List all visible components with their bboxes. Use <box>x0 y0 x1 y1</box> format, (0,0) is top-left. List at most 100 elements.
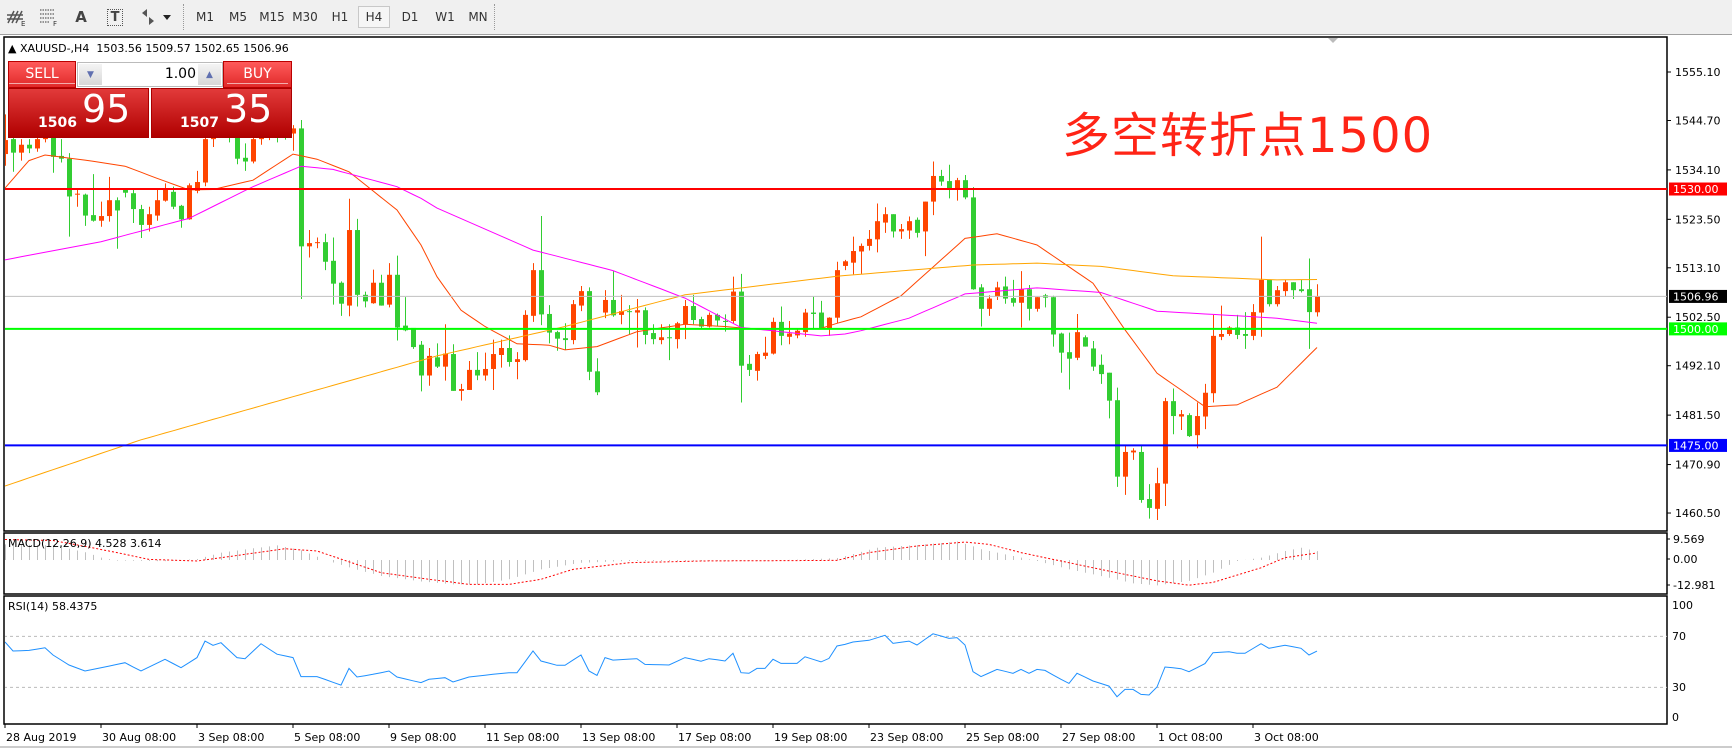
candle <box>563 323 568 350</box>
candle-body <box>987 298 992 309</box>
candle-body <box>955 180 960 190</box>
candle-body <box>187 185 192 220</box>
candle-body <box>659 337 664 341</box>
timeframe-m1[interactable]: M1 <box>196 10 214 24</box>
timeframe-m5[interactable]: M5 <box>229 10 247 24</box>
candle <box>595 358 600 396</box>
candle-body <box>499 347 504 355</box>
candle <box>731 276 736 324</box>
candle <box>835 261 840 323</box>
chart-grid-e-icon[interactable]: E <box>4 6 30 28</box>
candle <box>243 143 248 171</box>
candle-body <box>835 270 840 318</box>
level-price-label: 1506.96 <box>1673 290 1719 303</box>
candle <box>371 269 376 304</box>
macd-axis-label: 9.569 <box>1673 533 1705 546</box>
lot-decrease-button[interactable]: ▼ <box>79 64 102 85</box>
candle-body <box>1195 416 1200 436</box>
grid-f-icon[interactable]: F <box>36 6 62 28</box>
sell-price-prefix: 1506 <box>38 115 77 131</box>
candle <box>619 294 624 325</box>
timeframe-m30[interactable]: M30 <box>292 10 318 24</box>
lot-increase-button[interactable]: ▲ <box>198 64 221 85</box>
candle-body <box>131 193 136 210</box>
candle-body <box>251 139 256 162</box>
buy-price-button[interactable]: 1507 35 <box>151 87 292 138</box>
candle-body <box>1147 499 1152 508</box>
candle-body <box>155 200 160 216</box>
candle-body <box>1275 290 1280 305</box>
candle-body <box>1155 483 1160 509</box>
timeframe-h4[interactable]: H4 <box>358 6 390 28</box>
candle <box>1219 305 1224 341</box>
candle <box>131 188 136 224</box>
candle-body <box>619 311 624 315</box>
lot-size-field[interactable]: ▼ 1.00 ▲ <box>77 62 223 87</box>
candle-body <box>523 314 528 361</box>
candle <box>1075 313 1080 361</box>
candle-body <box>851 251 856 263</box>
level-price-tag <box>1669 182 1727 196</box>
candle-body <box>475 369 480 376</box>
level-price-label: 1475.00 <box>1673 439 1719 452</box>
candle-body <box>603 299 608 313</box>
candle <box>1283 279 1288 297</box>
sell-button[interactable]: SELL <box>8 61 76 88</box>
buy-button[interactable]: BUY <box>223 61 292 88</box>
candle-body <box>19 144 24 153</box>
timeframe-m15[interactable]: M15 <box>259 10 285 24</box>
candle <box>411 327 416 349</box>
arrows-icon[interactable] <box>138 6 174 28</box>
candle <box>5 114 8 166</box>
candle <box>907 216 912 239</box>
text-label-t-icon[interactable]: T <box>104 6 126 28</box>
candle-body <box>107 200 112 217</box>
candle-body <box>635 310 640 313</box>
candle <box>67 153 72 237</box>
candle-body <box>291 128 296 134</box>
collapse-triangle-icon[interactable]: ▲ <box>8 42 20 55</box>
timeframe-w1[interactable]: W1 <box>435 10 455 24</box>
timeframe-d1[interactable]: D1 <box>401 10 419 24</box>
candle-body <box>67 158 72 197</box>
candle <box>979 284 984 327</box>
candle-body <box>611 299 616 316</box>
timeframe-mn[interactable]: MN <box>468 10 488 24</box>
candle-body <box>915 219 920 233</box>
sell-price-button[interactable]: 1506 95 <box>8 87 149 138</box>
candle <box>1035 297 1040 312</box>
candle-body <box>75 193 80 195</box>
candle <box>155 189 160 221</box>
candle <box>1099 354 1104 384</box>
candle <box>379 274 384 306</box>
lot-size-input[interactable]: 1.00 <box>164 66 196 82</box>
time-axis-label: 1 Oct 08:00 <box>1158 731 1223 744</box>
candle-body <box>651 333 656 340</box>
candle <box>1299 279 1304 293</box>
candle-body <box>83 194 88 216</box>
candle <box>603 290 608 319</box>
candle <box>475 352 480 381</box>
candle <box>531 263 536 322</box>
candle-body <box>1203 392 1208 417</box>
timeframe-h1[interactable]: H1 <box>331 10 349 24</box>
price-axis-label: 1513.10 <box>1675 262 1721 275</box>
candle-body <box>435 357 440 367</box>
candle <box>1067 332 1072 390</box>
candle-body <box>747 363 752 370</box>
candle <box>883 207 888 233</box>
rsi-panel <box>3 595 1668 725</box>
candle-body <box>667 337 672 339</box>
candle-body <box>707 314 712 327</box>
candle-body <box>243 157 248 162</box>
candle <box>547 305 552 344</box>
price-axis-label: 1502.50 <box>1675 311 1721 324</box>
price-axis-label: 1492.10 <box>1675 360 1721 373</box>
candle <box>971 187 976 290</box>
candle-body <box>339 282 344 304</box>
text-a-icon[interactable]: A <box>75 8 87 26</box>
time-axis-label: 13 Sep 08:00 <box>582 731 655 744</box>
chart-header: ▲ XAUUSD-,H4 1503.56 1509.57 1502.65 150… <box>8 42 289 55</box>
candle-body <box>451 354 456 391</box>
